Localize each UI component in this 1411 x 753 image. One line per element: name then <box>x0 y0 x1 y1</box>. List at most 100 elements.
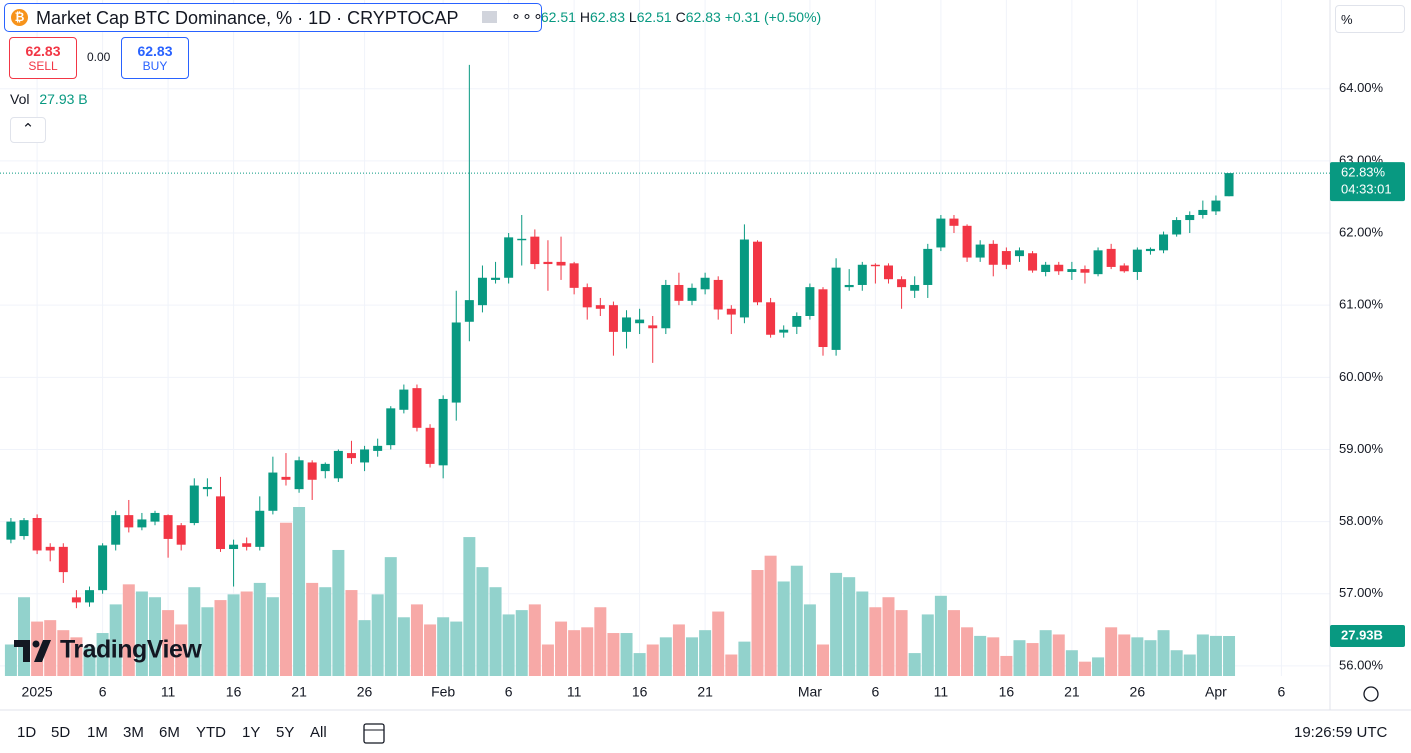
candle-body <box>1132 249 1142 272</box>
candle-body <box>713 279 723 310</box>
candle-body <box>936 218 946 248</box>
volume-bar <box>1196 634 1209 676</box>
x-tick-label: 26 <box>357 684 373 700</box>
volume-bar <box>895 610 908 676</box>
candle-body <box>255 510 265 547</box>
x-tick-label: 11 <box>161 684 176 700</box>
more-icon[interactable]: ∘∘∘ <box>511 8 545 25</box>
buy-button[interactable]: 62.83 BUY <box>121 37 189 79</box>
volume-bar <box>620 633 633 676</box>
date-range-icon[interactable] <box>363 723 385 744</box>
range-button[interactable]: 6M <box>159 724 180 741</box>
volume-bar <box>869 607 882 676</box>
x-tick-label: 16 <box>999 684 1015 700</box>
candle-body <box>373 445 383 451</box>
scale-mode[interactable]: % <box>1335 5 1405 33</box>
candle-body <box>1067 269 1077 272</box>
range-button[interactable]: 1M <box>87 724 108 741</box>
volume-bar <box>410 604 423 676</box>
volume-bar <box>594 607 607 676</box>
candle-body <box>451 322 461 403</box>
candle-body <box>1093 250 1103 275</box>
candle-body <box>949 218 959 226</box>
candle-body <box>910 284 920 291</box>
candle-body <box>805 287 815 316</box>
volume-bar <box>306 582 319 676</box>
ohlc-label: L <box>628 9 637 25</box>
logo-mark <box>14 640 30 662</box>
candle-body <box>779 329 789 333</box>
btc-icon: ₿ <box>11 9 28 26</box>
y-tick-label: 61.00% <box>1339 297 1384 312</box>
candle-body <box>517 238 527 241</box>
candle-body <box>608 305 618 332</box>
ohlc-value: 62.51 <box>540 9 576 25</box>
candle-body <box>726 308 736 315</box>
ohlc-value: 62.83 <box>685 9 721 25</box>
clock: 19:26:59 UTC <box>1294 724 1388 741</box>
volume-bar <box>424 624 437 676</box>
candle-body <box>556 261 566 266</box>
candle-body <box>857 264 867 285</box>
candle-body <box>1001 251 1011 265</box>
volume-bar <box>921 614 934 676</box>
candle-body <box>294 460 304 490</box>
x-tick-label: 6 <box>1278 684 1286 700</box>
volume-bar <box>437 617 450 676</box>
volume-bar <box>489 587 502 676</box>
symbol-box[interactable]: ₿ Market Cap BTC Dominance, % · 1D · CRY… <box>4 3 545 32</box>
volume-bar <box>830 572 843 676</box>
volume-bar <box>214 600 227 676</box>
candle-body <box>412 388 422 428</box>
candle-body <box>923 248 933 285</box>
range-button[interactable]: All <box>310 724 327 741</box>
range-button[interactable]: YTD <box>196 724 226 741</box>
candle-body <box>1080 269 1090 273</box>
range-button[interactable]: 5Y <box>276 724 295 741</box>
volume-bar <box>384 557 397 676</box>
settings-icon[interactable] <box>1363 686 1379 702</box>
candle-body <box>1028 253 1038 271</box>
volume-bar <box>1026 643 1039 676</box>
volume-legend: Vol 27.93 B <box>10 91 88 107</box>
candle-body <box>543 261 553 265</box>
y-tick-label: 58.00% <box>1339 513 1384 528</box>
range-button[interactable]: 3M <box>123 724 144 741</box>
volume-bar <box>541 644 554 676</box>
volume-bar <box>1013 640 1026 676</box>
candle-body <box>897 279 907 288</box>
y-tick-label: 62.00% <box>1339 224 1384 239</box>
candle-body <box>85 590 95 603</box>
volume-bar <box>961 627 974 676</box>
candle-body <box>818 289 828 348</box>
volume-bar <box>332 549 345 676</box>
candle-body <box>844 284 854 288</box>
volume-legend-label: Vol <box>10 91 30 107</box>
ohlc-legend: O62.51 H62.83 L62.51 C62.83 +0.31 (+0.50… <box>530 9 821 25</box>
candle-body <box>1054 264 1064 272</box>
volume-bar <box>148 597 161 676</box>
volume-bar <box>882 597 895 676</box>
volume-label-box <box>1330 624 1405 647</box>
logo-mark <box>34 640 51 662</box>
candle-body <box>242 543 252 547</box>
candle-body <box>870 264 880 267</box>
candle-body <box>399 389 409 410</box>
volume-bar <box>646 644 659 676</box>
candle-body <box>45 546 55 551</box>
sell-button[interactable]: 62.83 SELL <box>9 37 77 79</box>
volume-bar <box>1052 634 1065 676</box>
ohlc-label: H <box>579 9 590 25</box>
volume-bar <box>568 630 581 676</box>
candle-body <box>360 449 370 463</box>
collapse-button[interactable]: ⌃ <box>10 117 46 143</box>
range-button[interactable]: 1Y <box>242 724 261 741</box>
candle-body <box>71 597 81 603</box>
range-button[interactable]: 5D <box>51 724 71 741</box>
range-button[interactable]: 1D <box>17 724 37 741</box>
flag-icon[interactable] <box>482 11 497 23</box>
last-price-label: 62.83% <box>1341 165 1386 180</box>
volume-bar <box>699 630 712 676</box>
candle-body <box>333 450 343 479</box>
